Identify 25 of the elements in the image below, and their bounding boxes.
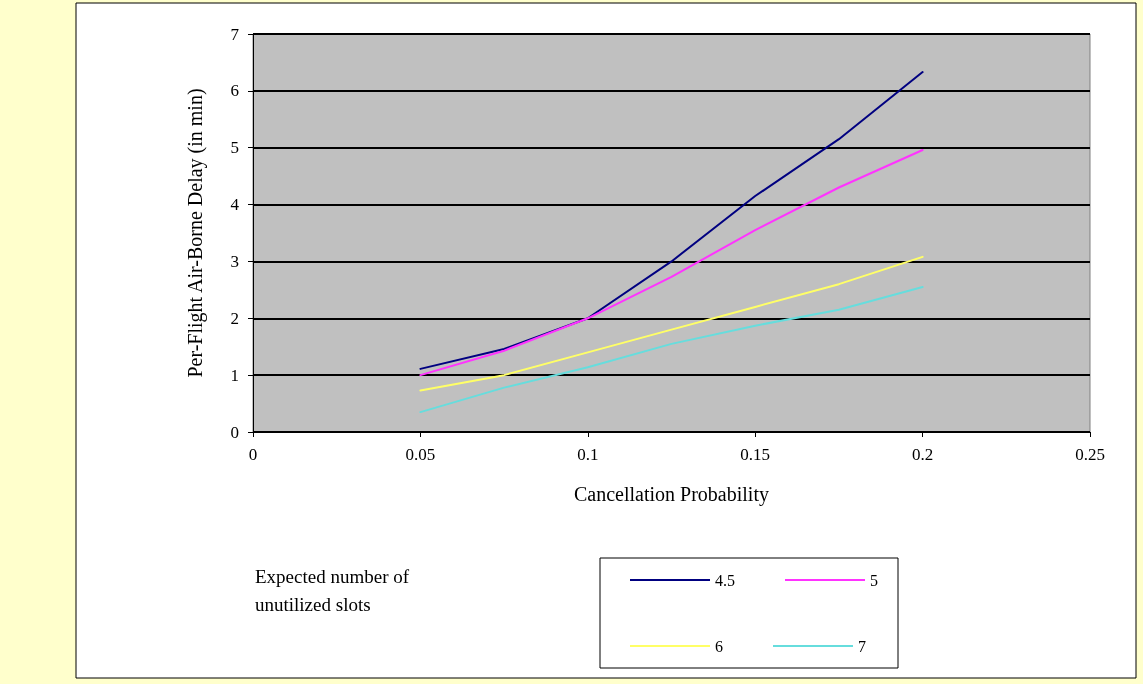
x-axis-title: Cancellation Probability (574, 483, 769, 506)
legend-label: 5 (870, 571, 878, 589)
legend-label: 4.5 (715, 571, 735, 589)
x-tick-label: 0.05 (405, 445, 436, 464)
y-tick-label: 5 (230, 138, 239, 158)
x-tick-label: 0.25 (1075, 445, 1105, 464)
line-series (419, 148, 924, 377)
y-axis-title: Per-Flight Air-Borne Delay (in min) (184, 88, 207, 378)
legend-label: 7 (858, 637, 866, 655)
x-tick-label: 0 (248, 445, 258, 464)
x-tick-label: 0.15 (740, 445, 771, 464)
y-tick-label: 2 (230, 308, 239, 328)
y-tick-label: 6 (230, 81, 239, 101)
x-tick-label: 0.1 (577, 445, 599, 464)
line-series (419, 255, 924, 392)
x-tick-label: 0.2 (911, 445, 934, 464)
y-tick-label: 0 (230, 422, 239, 442)
line-series (419, 286, 924, 414)
legend-title: Expected number of unutilized slots (255, 565, 414, 615)
line-series (419, 71, 924, 370)
y-tick-label: 4 (230, 195, 240, 215)
y-tick-label: 3 (230, 251, 239, 271)
y-tick-label: 7 (230, 24, 240, 44)
y-tick-label: 1 (230, 365, 239, 385)
legend-label: 6 (715, 637, 723, 655)
